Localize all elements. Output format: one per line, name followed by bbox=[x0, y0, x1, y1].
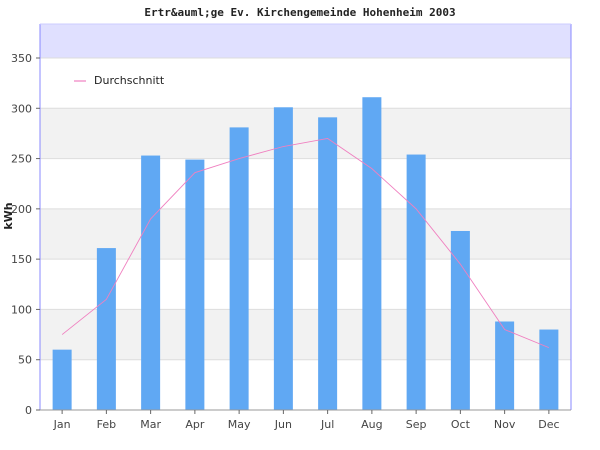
x-tick-label: Sep bbox=[406, 418, 427, 431]
y-tick-label: 300 bbox=[11, 102, 32, 115]
bar-jul bbox=[318, 117, 338, 410]
bar-jan bbox=[52, 349, 72, 410]
x-tick-label: Aug bbox=[361, 418, 382, 431]
plot-band bbox=[40, 58, 571, 109]
bar-nov bbox=[495, 321, 515, 410]
line-series bbox=[61, 137, 550, 349]
plot-band bbox=[40, 359, 571, 410]
bar-jun bbox=[273, 107, 293, 410]
chart-title: Ertr&auml;ge Ev. Kirchengemeinde Hohenhe… bbox=[144, 6, 456, 19]
y-axis-label: kWh bbox=[2, 202, 15, 229]
x-tick-label: Feb bbox=[97, 418, 116, 431]
x-tick-label: Apr bbox=[185, 418, 205, 431]
bar-series bbox=[52, 97, 559, 411]
plot-band bbox=[40, 309, 571, 360]
x-tick-label: Dec bbox=[538, 418, 559, 431]
bar-feb bbox=[96, 248, 116, 410]
bar-oct bbox=[450, 230, 470, 410]
plot-band bbox=[40, 208, 571, 260]
plot-background bbox=[40, 24, 571, 410]
x-tick-label: Nov bbox=[494, 418, 516, 431]
y-tick-label: 250 bbox=[11, 153, 32, 166]
bar-dec bbox=[539, 329, 559, 410]
x-tick-label: Oct bbox=[451, 418, 471, 431]
legend-label: Durchschnitt bbox=[94, 74, 165, 87]
plot-band bbox=[40, 108, 571, 159]
x-axis-ticks: Jan Feb Mar Apr May Jun Jul Aug Sep Oct Nov Dec bbox=[53, 410, 560, 431]
top-band bbox=[40, 24, 571, 58]
x-tick-label: Jun bbox=[274, 418, 292, 431]
bar-may bbox=[229, 127, 249, 410]
bar-aug bbox=[362, 97, 382, 411]
y-tick-label: 200 bbox=[11, 203, 32, 216]
bar-sep bbox=[406, 154, 426, 410]
y-tick-label: 0 bbox=[25, 404, 32, 417]
bar-apr bbox=[185, 159, 205, 410]
plot-band bbox=[40, 259, 571, 310]
plot-band bbox=[40, 158, 571, 209]
gridlines bbox=[40, 57, 571, 361]
legend: Durchschnitt bbox=[74, 74, 165, 87]
x-tick-label: May bbox=[228, 418, 251, 431]
y-tick-label: 350 bbox=[11, 52, 32, 65]
bar-mar bbox=[141, 155, 161, 410]
y-axis-ticks: 0 50 100 150 200 250 300 350 bbox=[11, 52, 40, 417]
x-tick-label: Mar bbox=[140, 418, 161, 431]
average-line bbox=[61, 137, 550, 349]
y-tick-label: 100 bbox=[11, 303, 32, 316]
axes bbox=[39, 23, 572, 411]
x-tick-label: Jan bbox=[53, 418, 71, 431]
y-tick-label: 150 bbox=[11, 253, 32, 266]
x-tick-label: Jul bbox=[320, 418, 334, 431]
y-tick-label: 50 bbox=[18, 354, 32, 367]
